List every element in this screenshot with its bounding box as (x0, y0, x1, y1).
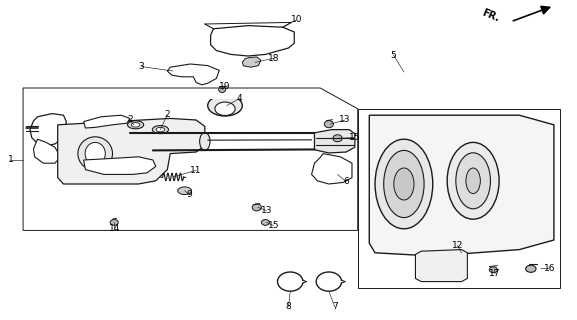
Ellipse shape (324, 121, 334, 128)
Polygon shape (312, 154, 352, 184)
Ellipse shape (252, 204, 261, 211)
Ellipse shape (128, 121, 144, 129)
Text: 2: 2 (164, 110, 170, 119)
Text: 18: 18 (268, 54, 279, 63)
Ellipse shape (526, 265, 536, 272)
Text: 15: 15 (268, 221, 279, 230)
Polygon shape (167, 64, 219, 85)
Text: 2: 2 (127, 116, 133, 124)
Text: 8: 8 (286, 302, 291, 311)
Ellipse shape (489, 267, 497, 273)
Text: 5: 5 (391, 51, 396, 60)
Text: 3: 3 (138, 62, 144, 71)
Text: FR.: FR. (481, 7, 501, 23)
Ellipse shape (261, 220, 269, 225)
Ellipse shape (132, 123, 140, 127)
Polygon shape (314, 130, 355, 153)
Ellipse shape (384, 150, 424, 218)
Ellipse shape (85, 142, 105, 165)
Ellipse shape (394, 168, 414, 200)
Ellipse shape (466, 168, 480, 194)
Ellipse shape (333, 135, 342, 142)
Ellipse shape (375, 139, 433, 229)
Polygon shape (84, 157, 156, 174)
Ellipse shape (156, 127, 165, 132)
Ellipse shape (456, 153, 490, 209)
Ellipse shape (447, 142, 499, 219)
Text: 13: 13 (261, 206, 272, 215)
Polygon shape (369, 115, 554, 256)
Ellipse shape (219, 87, 226, 92)
Text: 9: 9 (186, 190, 192, 199)
Text: 19: 19 (219, 82, 231, 91)
Polygon shape (33, 139, 61, 163)
Text: 7: 7 (332, 302, 338, 311)
Polygon shape (30, 114, 66, 146)
Ellipse shape (208, 95, 242, 116)
Polygon shape (242, 57, 261, 67)
Polygon shape (84, 115, 130, 128)
Text: 15: 15 (349, 133, 360, 142)
Ellipse shape (215, 102, 235, 116)
Text: 16: 16 (544, 264, 555, 273)
Ellipse shape (152, 126, 168, 134)
Text: 13: 13 (339, 116, 351, 124)
Text: 14: 14 (108, 224, 120, 233)
Polygon shape (208, 94, 242, 99)
Polygon shape (211, 26, 294, 56)
Circle shape (178, 187, 192, 195)
Text: 1: 1 (8, 156, 13, 164)
Text: 12: 12 (452, 241, 463, 250)
Ellipse shape (200, 132, 210, 150)
Text: 6: 6 (343, 177, 349, 186)
Text: 11: 11 (190, 166, 202, 175)
Text: 17: 17 (489, 269, 501, 278)
Text: 10: 10 (291, 15, 302, 24)
Ellipse shape (110, 220, 118, 225)
Text: 4: 4 (237, 94, 242, 103)
Polygon shape (58, 118, 205, 184)
Polygon shape (415, 250, 467, 282)
Ellipse shape (78, 137, 113, 170)
